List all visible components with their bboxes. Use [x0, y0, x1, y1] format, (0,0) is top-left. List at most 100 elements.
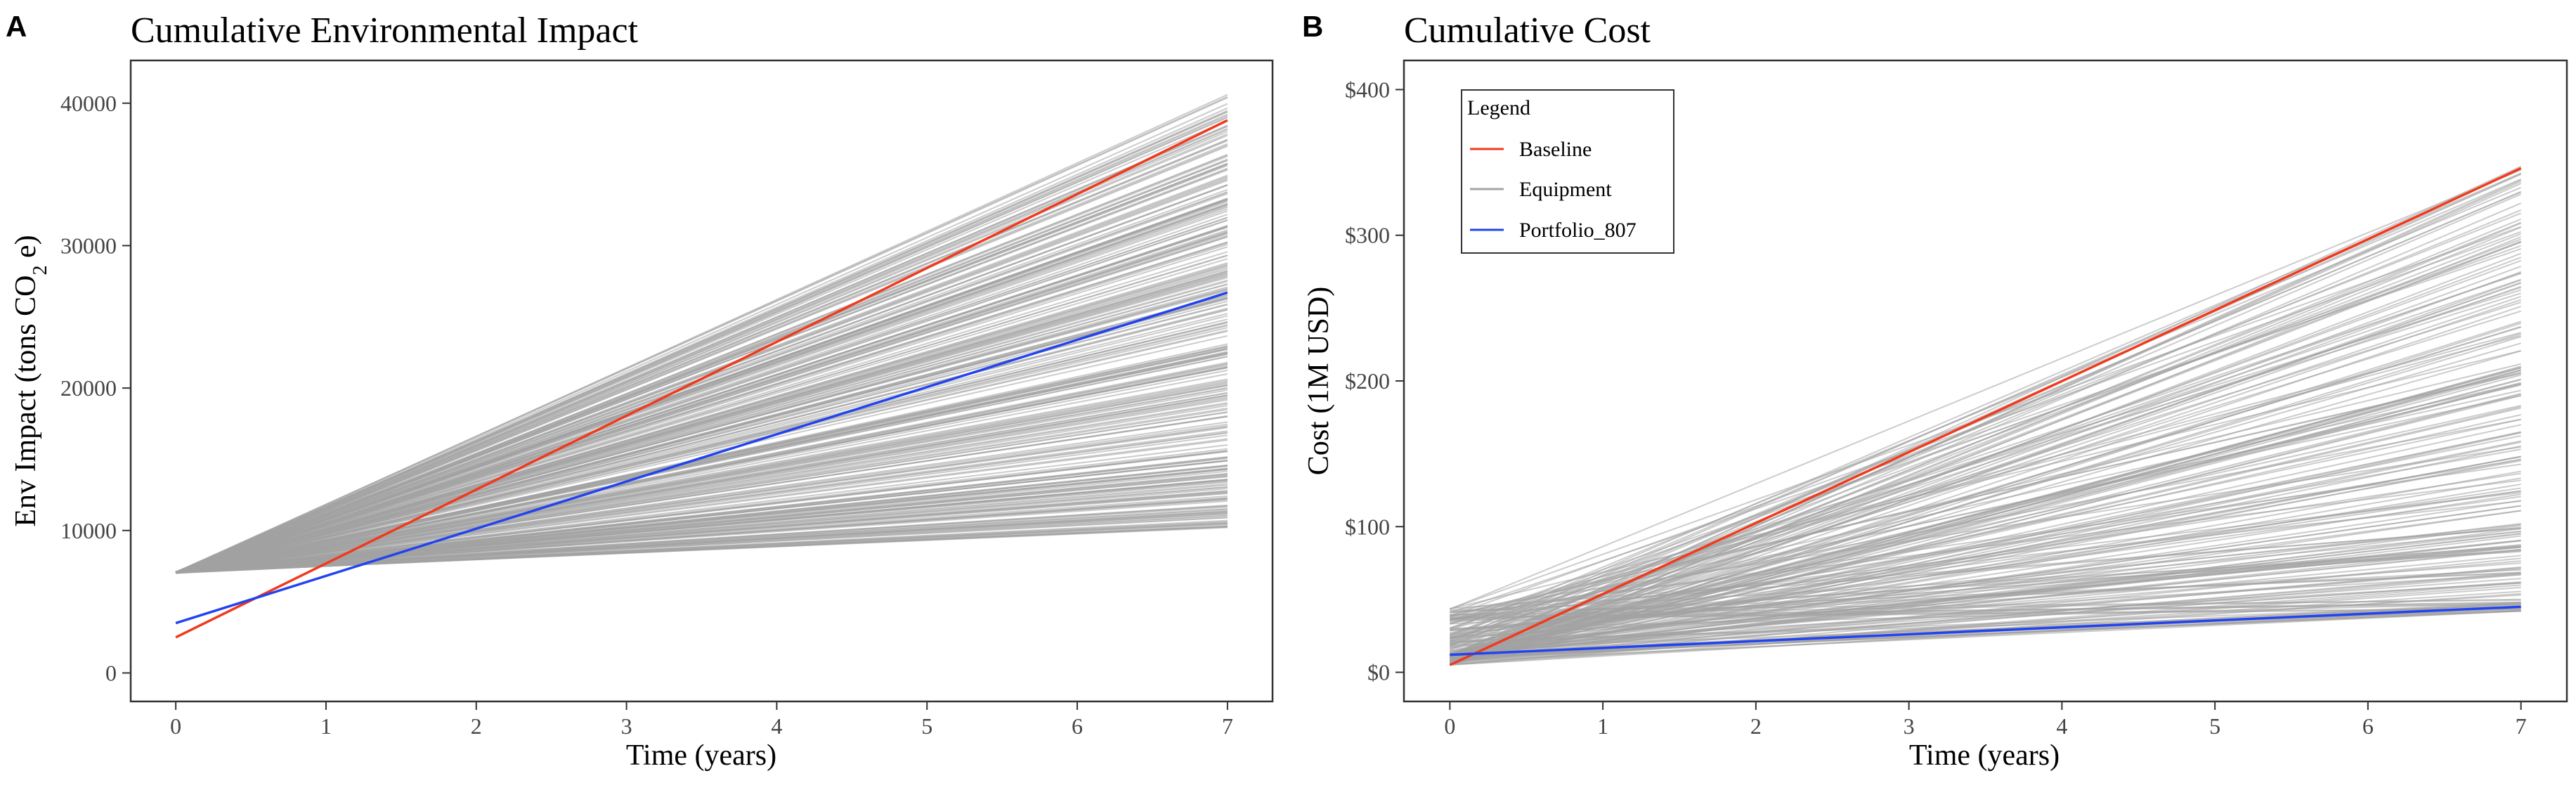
- x-tick-label: 7: [1222, 713, 1233, 739]
- x-tick-label: 5: [921, 713, 932, 739]
- equipment-line: [175, 307, 1228, 574]
- legend-title: Legend: [1467, 96, 1530, 119]
- panel-a-equipment-lines: [175, 93, 1228, 574]
- y-tick-label: 10000: [60, 518, 117, 543]
- equipment-line: [175, 214, 1228, 574]
- panel-b-baseline-line: [1449, 167, 2522, 666]
- equipment-line: [175, 129, 1228, 574]
- equipment-line: [175, 330, 1228, 574]
- equipment-line: [175, 124, 1228, 574]
- y-tick-label: 30000: [60, 233, 117, 258]
- equipment-line: [1450, 609, 2521, 659]
- panel-a-y-label-subscript: 2: [30, 266, 51, 276]
- equipment-line: [1450, 598, 2521, 616]
- legend: Legend Baseline Equipment Portfolio_807: [1461, 89, 1674, 254]
- panel-a-y-label-suffix: e): [10, 235, 42, 265]
- equipment-line: [1450, 350, 2521, 658]
- equipment-line: [1449, 240, 2522, 656]
- equipment-line: [176, 498, 1228, 574]
- equipment-line: [175, 351, 1228, 574]
- equipment-line: [1450, 384, 2521, 642]
- x-tick-label: 3: [1904, 713, 1915, 739]
- equipment-line: [175, 103, 1228, 574]
- equipment-line: [175, 297, 1228, 574]
- equipment-line: [175, 243, 1228, 574]
- panel-a-letter: A: [6, 10, 27, 43]
- panel-a-title: Cumulative Environmental Impact: [131, 11, 639, 51]
- equipment-line: [175, 380, 1228, 574]
- y-tick-label: 20000: [60, 375, 117, 401]
- equipment-line: [176, 524, 1228, 574]
- panel-a-x-axis: 0 1 2 3 4 5 6 7: [170, 701, 1233, 739]
- equipment-line: [176, 486, 1228, 574]
- equipment-line: [1450, 432, 2521, 666]
- equipment-line: [1450, 404, 2521, 645]
- x-tick-label: 0: [170, 713, 181, 739]
- equipment-line: [175, 392, 1228, 574]
- panel-a-y-axis: 0 10000 20000 30000 40000: [60, 91, 131, 685]
- equipment-line: [1450, 463, 2521, 617]
- equipment-line: [1450, 374, 2521, 659]
- equipment-line: [176, 432, 1228, 574]
- equipment-line: [176, 460, 1228, 574]
- equipment-line: [175, 366, 1228, 573]
- equipment-line: [175, 236, 1228, 574]
- panel-b-portfolio-line: [1450, 605, 2521, 656]
- equipment-line: [1450, 526, 2521, 632]
- equipment-line: [176, 491, 1228, 574]
- y-tick-label: $100: [1345, 514, 1390, 539]
- x-tick-label: 4: [771, 713, 782, 739]
- equipment-line: [175, 145, 1228, 574]
- equipment-line: [1450, 458, 2521, 663]
- legend-equipment-label: Equipment: [1519, 178, 1612, 201]
- equipment-line: [175, 199, 1228, 574]
- panel-a-x-label: Time (years): [626, 739, 776, 772]
- panel-b-y-label: Cost (1M USD): [1303, 287, 1335, 475]
- legend-box: [1461, 89, 1674, 254]
- panel-a-plot-frame: [129, 59, 1274, 703]
- panel-a-y-label: Env Impact (tons CO2 e): [10, 235, 51, 526]
- panel-b-title: Cumulative Cost: [1404, 11, 1651, 51]
- y-tick-label: $300: [1345, 223, 1390, 248]
- equipment-line: [1450, 607, 2521, 663]
- equipment-line: [175, 402, 1228, 574]
- panel-a: A Cumulative Environmental Impact 0 1 2 3 4 5…: [6, 10, 1274, 772]
- equipment-line: [1449, 233, 2522, 651]
- x-tick-label: 1: [1597, 713, 1608, 739]
- equipment-line: [1450, 332, 2521, 618]
- legend-baseline-label: Baseline: [1519, 138, 1592, 161]
- equipment-line: [1450, 496, 2521, 642]
- panel-b: B Cumulative Cost 0 1 2 3 4 5 6 7 $0 $100 $200 $30…: [1302, 10, 2568, 772]
- equipment-line: [1449, 271, 2522, 663]
- equipment-line: [1450, 342, 2521, 656]
- x-tick-label: 0: [1444, 713, 1455, 739]
- x-tick-label: 2: [1750, 713, 1762, 739]
- equipment-line: [1450, 545, 2521, 623]
- equipment-line: [1449, 169, 2522, 610]
- y-tick-label: $400: [1345, 77, 1390, 102]
- equipment-line: [175, 254, 1228, 574]
- equipment-line: [1449, 279, 2522, 665]
- x-tick-label: 6: [2362, 713, 2374, 739]
- panel-a-portfolio-line: [175, 291, 1228, 625]
- equipment-line: [1449, 241, 2522, 659]
- equipment-line: [1450, 350, 2521, 610]
- x-tick-label: 2: [471, 713, 482, 739]
- equipment-line: [175, 224, 1228, 574]
- y-tick-label: 0: [105, 660, 117, 685]
- panel-b-letter: B: [1302, 10, 1323, 43]
- equipment-line: [1450, 273, 2521, 635]
- equipment-line: [1449, 173, 2522, 657]
- equipment-line: [176, 519, 1228, 574]
- x-tick-label: 7: [2516, 713, 2527, 739]
- equipment-line: [175, 276, 1228, 574]
- equipment-line: [175, 138, 1228, 573]
- equipment-line: [176, 513, 1228, 573]
- x-tick-label: 4: [2056, 713, 2067, 739]
- equipment-line: [1450, 557, 2521, 663]
- panel-b-y-axis: $0 $100 $200 $300 $400: [1345, 77, 1404, 685]
- x-tick-label: 6: [1072, 713, 1083, 739]
- equipment-line: [1449, 226, 2522, 663]
- equipment-line: [175, 321, 1228, 574]
